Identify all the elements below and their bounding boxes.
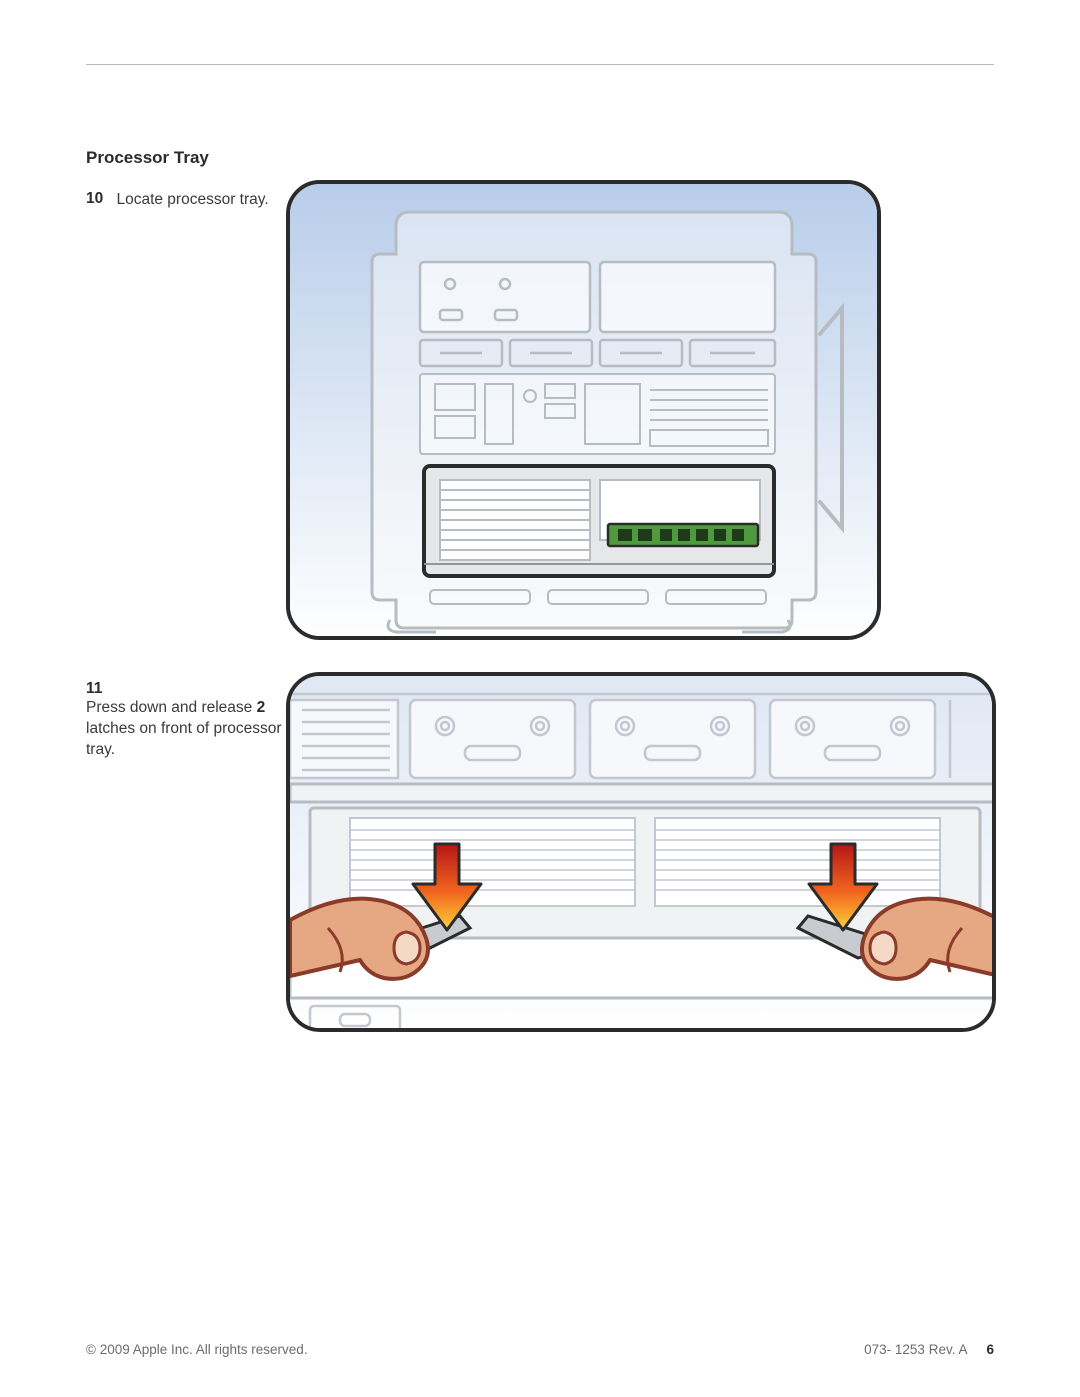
doc-rev: 073- 1253 Rev. A (864, 1342, 967, 1357)
header-rule (86, 64, 994, 65)
step-10-text: Locate processor tray. (116, 190, 268, 211)
page-number: 6 (986, 1342, 994, 1357)
step-11-post: latches on front of processor tray. (86, 720, 282, 758)
figure-1-svg (290, 184, 881, 640)
step-11-bold: 2 (257, 699, 266, 716)
figure-2-svg (290, 676, 996, 1032)
footer-right: 073- 1253 Rev. A 6 (864, 1342, 994, 1357)
step-10: 10 Locate processor tray. (86, 190, 286, 211)
step-10-number: 10 (86, 190, 112, 208)
section-heading: Processor Tray (86, 148, 209, 168)
copyright-text: © 2009 Apple Inc. All rights reserved. (86, 1342, 308, 1357)
step-11: 11 Press down and release 2 latches on f… (86, 680, 286, 761)
step-11-text: Press down and release 2 latches on fron… (86, 698, 286, 761)
figure-press-latches (286, 672, 996, 1032)
page: Processor Tray 10 Locate processor tray. (86, 0, 994, 1397)
step-11-pre: Press down and release (86, 699, 257, 716)
step-11-number: 11 (86, 680, 112, 698)
dimm-module-icon (608, 524, 758, 546)
figure-locate-tray (286, 180, 881, 640)
